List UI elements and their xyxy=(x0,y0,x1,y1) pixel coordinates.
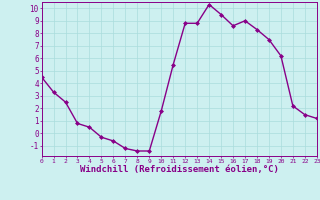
X-axis label: Windchill (Refroidissement éolien,°C): Windchill (Refroidissement éolien,°C) xyxy=(80,165,279,174)
